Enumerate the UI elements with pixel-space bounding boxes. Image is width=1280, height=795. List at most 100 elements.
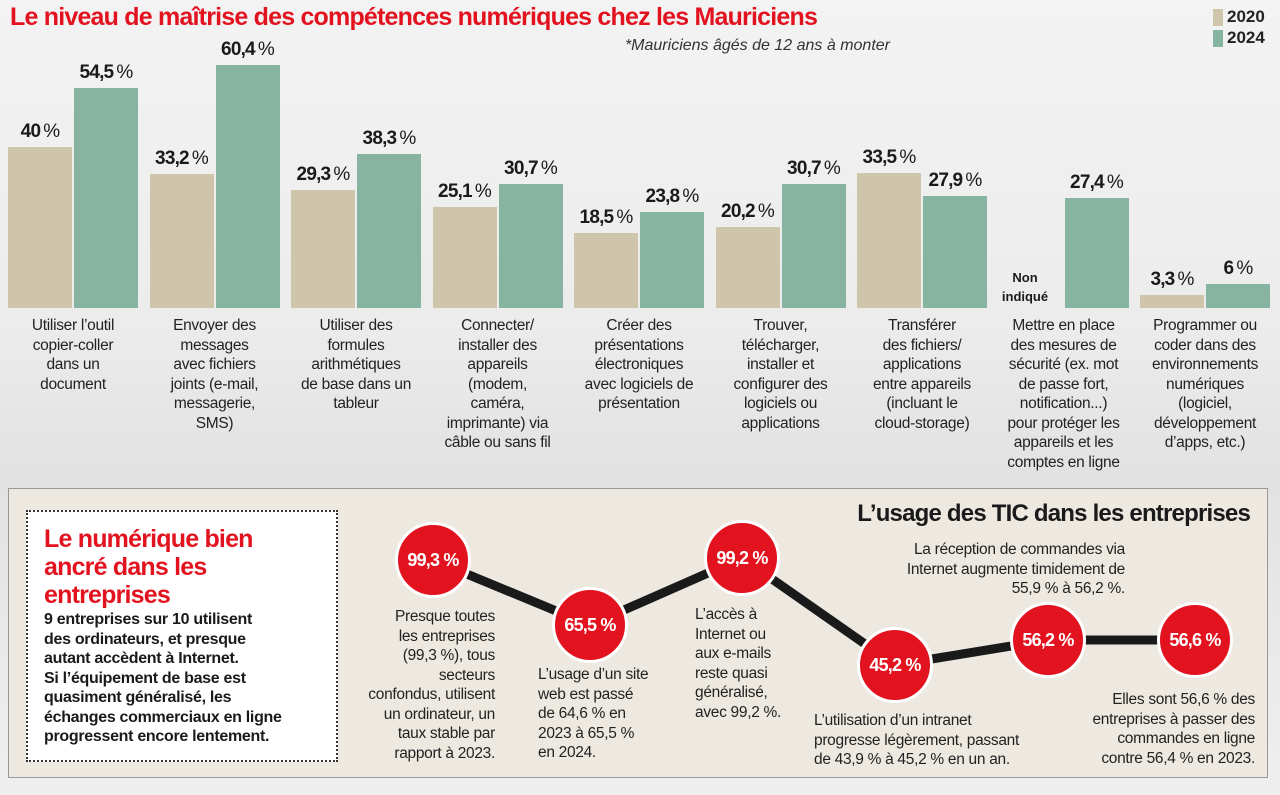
bar-2020 (1140, 294, 1204, 308)
data-label-unit: % (962, 169, 982, 191)
category-label: Utiliser l’outil copier-coller dans un d… (31, 317, 115, 393)
data-label: 30,7 % (491, 158, 571, 180)
data-label-value: 33,2 (155, 148, 190, 170)
data-label-value: 29,3 (296, 163, 332, 185)
data-label-value: 30,7 (787, 158, 822, 180)
category-label: Connecter/ installer des appareils (mode… (444, 317, 551, 451)
category-label: Utiliser des formules arithmétiques de b… (300, 317, 412, 412)
summary-text: 9 entreprises sur 10 utilisent des ordin… (44, 611, 282, 745)
data-label: 60,4 % (208, 39, 288, 61)
bar-2020 (715, 226, 780, 308)
bar-2024 (781, 184, 846, 308)
data-label-value: 60,4 (221, 38, 256, 60)
bar-2024 (498, 184, 563, 308)
data-label-value: 38,3 (362, 127, 398, 149)
legend-swatch-2020 (1213, 8, 1223, 26)
data-label-value: 25,1 (438, 180, 473, 202)
bar-2024 (640, 212, 704, 308)
data-label-value: 33,5 (862, 146, 898, 168)
bar-2020 (574, 233, 638, 308)
data-label-value: 54,5 (79, 62, 115, 84)
bar-2024 (74, 88, 138, 308)
bar-2024 (1206, 283, 1270, 308)
category-label: Programmer ou coder dans des environneme… (1151, 317, 1259, 451)
data-label: 33,5 % (849, 147, 929, 169)
category-label: Trouver, télécharger, installer et confi… (733, 317, 828, 432)
bar-2020 (857, 172, 921, 308)
bar-2024 (1064, 197, 1129, 308)
legend-item-2024: 2024 (1213, 28, 1265, 48)
data-label-value: 27,9 (928, 169, 964, 191)
legend-label: 2024 (1227, 28, 1265, 47)
category-label: Transférer des fichiers/ applications en… (872, 317, 972, 432)
data-label-value: 3,3 (1150, 268, 1175, 290)
stat-description: L’usage d’un site web est passé de 64,6 … (538, 666, 649, 761)
data-label: 29,3 % (283, 164, 363, 186)
legend-item-2020: 2020 (1213, 7, 1265, 27)
data-label: 18,5 % (566, 207, 646, 229)
data-label: 27,9 % (915, 170, 995, 192)
bar-2024 (357, 153, 421, 308)
data-label: 6 % (1198, 258, 1278, 280)
legend-swatch-2024 (1213, 29, 1223, 47)
data-label-unit: % (396, 127, 416, 149)
stat-description: La réception de commandes via Internet a… (906, 541, 1125, 597)
data-label-value: 6 (1223, 257, 1235, 279)
data-label-unit: % (471, 180, 492, 202)
data-label-unit: % (113, 62, 133, 84)
stat-circle: 65,5 % (552, 587, 628, 663)
data-label-unit: % (330, 163, 350, 185)
data-label: 54,5 % (66, 62, 146, 84)
bar-2024 (923, 195, 987, 308)
stat-circle: 56,2 % (1010, 602, 1086, 678)
bar-2020 (432, 206, 497, 308)
stat-circle: 56,6 % (1157, 602, 1233, 678)
data-label-unit: % (254, 38, 275, 60)
data-label-unit: % (1233, 257, 1253, 279)
data-label-unit: % (820, 158, 841, 180)
data-label: 38,3 % (349, 128, 429, 150)
data-label-value: 23,8 (645, 186, 681, 208)
data-label-unit: % (1174, 268, 1194, 290)
data-label-unit: % (537, 158, 558, 180)
data-label-unit: % (188, 148, 209, 170)
stat-description: L’utilisation d’un intranet progresse lé… (814, 712, 1019, 768)
data-label: 27,4 % (1057, 172, 1137, 194)
data-label-unit: % (754, 200, 775, 222)
stat-circle: 99,2 % (704, 520, 780, 596)
data-label-value: 30,7 (504, 158, 539, 180)
summary-box (26, 510, 338, 762)
data-label: 3,3 % (1132, 269, 1212, 291)
data-label-value: 27,4 (1070, 171, 1105, 193)
data-label-value: 18,5 (579, 207, 615, 229)
bar-2020 (149, 174, 214, 308)
summary-title: Le numérique bien ancré dans les entrepr… (44, 525, 253, 609)
tic-title: L’usage des TIC dans les entreprises (857, 500, 1251, 527)
stat-circle: 99,3 % (395, 522, 471, 598)
category-label: Mettre en place des mesures de sécurité … (1007, 317, 1120, 471)
category-label: Créer des présentations électroniques av… (584, 317, 694, 412)
data-label-unit: % (613, 207, 633, 229)
chart-subtitle: *Mauriciens âgés de 12 ans à monter (624, 37, 890, 54)
chart-title: Le niveau de maîtrise des compétences nu… (10, 3, 818, 31)
data-label-value: 40 (20, 120, 41, 142)
data-label: 33,2 % (142, 148, 222, 170)
data-label: 25,1 % (425, 181, 505, 203)
legend-label: 2020 (1227, 7, 1265, 26)
data-label-unit: % (679, 186, 699, 208)
bar-2020 (8, 146, 72, 308)
missing-value-label: Non indiqué (1001, 270, 1049, 304)
data-label-unit: % (40, 120, 60, 142)
data-label: 23,8 % (632, 186, 712, 208)
bar-2020 (291, 189, 355, 308)
data-label: 40 % (0, 121, 80, 143)
stat-description: Elles sont 56,6 % des entreprises à pass… (1092, 691, 1255, 767)
data-label: 20,2 % (708, 201, 788, 223)
data-label: 30,7 % (774, 158, 854, 180)
category-label: Envoyer des messages avec fichiers joint… (170, 317, 259, 432)
stat-description: Presque toutes les entreprises (99,3 %),… (368, 608, 495, 762)
bar-2024 (215, 64, 280, 308)
data-label-unit: % (1103, 171, 1124, 193)
data-label-value: 20,2 (721, 200, 756, 222)
